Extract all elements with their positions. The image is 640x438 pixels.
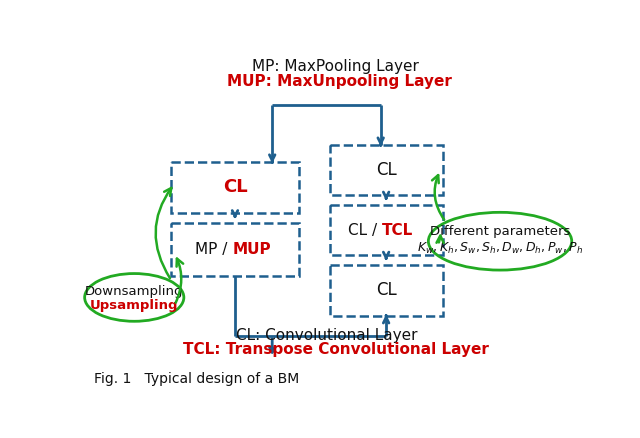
Bar — [330, 145, 443, 195]
Text: MP /: MP / — [195, 242, 233, 257]
Text: Fig. 1   Typical design of a BM: Fig. 1 Typical design of a BM — [94, 372, 300, 386]
Text: CL: CL — [376, 282, 397, 300]
Text: CL /: CL / — [348, 223, 382, 237]
Text: Different parameters: Different parameters — [430, 226, 570, 238]
FancyArrowPatch shape — [156, 188, 172, 278]
Bar — [172, 162, 298, 213]
Bar — [172, 223, 298, 276]
FancyArrowPatch shape — [436, 236, 444, 243]
Bar — [330, 265, 443, 316]
Text: CL: CL — [376, 161, 397, 179]
FancyArrowPatch shape — [432, 175, 444, 220]
Text: Upsampling: Upsampling — [90, 299, 179, 311]
Text: CL: CL — [223, 178, 247, 196]
Text: MUP: MUP — [233, 242, 271, 257]
Text: CL: Convolutional Layer: CL: Convolutional Layer — [236, 328, 417, 343]
Text: MUP: MaxUnpooling Layer: MUP: MaxUnpooling Layer — [227, 74, 452, 88]
Bar — [330, 205, 443, 255]
Text: $K_w, K_h, S_w, S_h, D_w, D_h, P_w, P_h$: $K_w, K_h, S_w, S_h, D_w, D_h, P_w, P_h$ — [417, 241, 583, 257]
Text: MP: MaxPooling Layer: MP: MaxPooling Layer — [252, 59, 419, 74]
Text: Downsampling: Downsampling — [85, 285, 184, 298]
Text: TCL: Transpose Convolutional Layer: TCL: Transpose Convolutional Layer — [183, 342, 489, 357]
Text: TCL: TCL — [382, 223, 413, 237]
FancyArrowPatch shape — [176, 258, 183, 303]
